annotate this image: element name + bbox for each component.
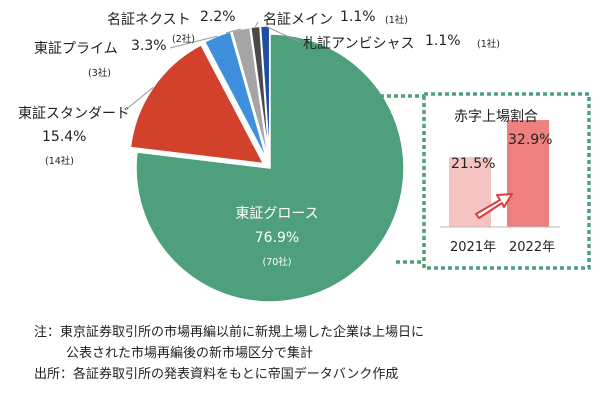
pie-slice-growth (135, 33, 405, 303)
pie-label-nagoya-main-name: 名証メイン (263, 12, 333, 28)
pie-label-prime-count: (3社) (88, 68, 111, 79)
pie-label-nagoya-main-count: (1社) (385, 15, 408, 26)
pie-label-nagoya-main-share: 1.1% (340, 9, 376, 25)
pie-label-prime-name: 東証プライム (34, 41, 118, 57)
pie-label-sapporo-share: 1.1% (425, 33, 461, 49)
pie-label-nagoya-next-name: 名証ネクスト (107, 12, 191, 28)
pie-label-standard-name: 東証スタンダード (18, 106, 130, 122)
pie-label-growth-count: (70社) (262, 257, 292, 268)
pie-label-prime-share: 3.3% (131, 38, 167, 54)
inset-frame (422, 92, 591, 270)
leader-line-prime (169, 35, 218, 49)
pie-label-growth-name: 東証グロース (235, 206, 319, 222)
pie-label-nagoya-next-count: (2社) (172, 34, 195, 45)
bar-value-label-2021: 21.5% (451, 156, 496, 172)
inset-panel (380, 92, 591, 270)
bar-value-label-2022: 32.9% (508, 132, 553, 148)
note-line-1: 注：東京証券取引所の市場再編以前に新規上場した企業は上場日に (34, 325, 425, 340)
pie-label-standard-count: (14社) (45, 156, 75, 167)
bar-2022 (507, 120, 549, 227)
leader-line-nagoya-main (254, 21, 259, 28)
leader-line-nagoya-next (225, 28, 241, 34)
bar-category-2021: 2021年 (450, 240, 497, 255)
note-line-2: 公表された市場再編後の新市場区分で集計 (66, 346, 314, 361)
pie-label-sapporo-name: 札証アンビシャス (303, 36, 415, 52)
pie-label-nagoya-next-share: 2.2% (200, 9, 236, 25)
trend-arrow-icon (475, 193, 513, 219)
pie-label-sapporo-count: (1社) (477, 39, 500, 50)
inset-title: 赤字上場割合 (454, 109, 538, 125)
leader-line-standard (127, 87, 154, 109)
pie-leader-lines (127, 21, 301, 109)
pie-label-growth-share: 76.9% (254, 230, 300, 246)
leader-line-sapporo (264, 25, 301, 43)
footnotes: 注：東京証券取引所の市場再編以前に新規上場した企業は上場日に 公表された市場再編… (34, 322, 424, 385)
source-line: 出所：各証券取引所の発表資料をもとに帝国データバンク作成 (34, 367, 399, 382)
pie-label-standard-share: 15.4% (42, 129, 87, 145)
bar-category-2022: 2022年 (509, 240, 556, 255)
